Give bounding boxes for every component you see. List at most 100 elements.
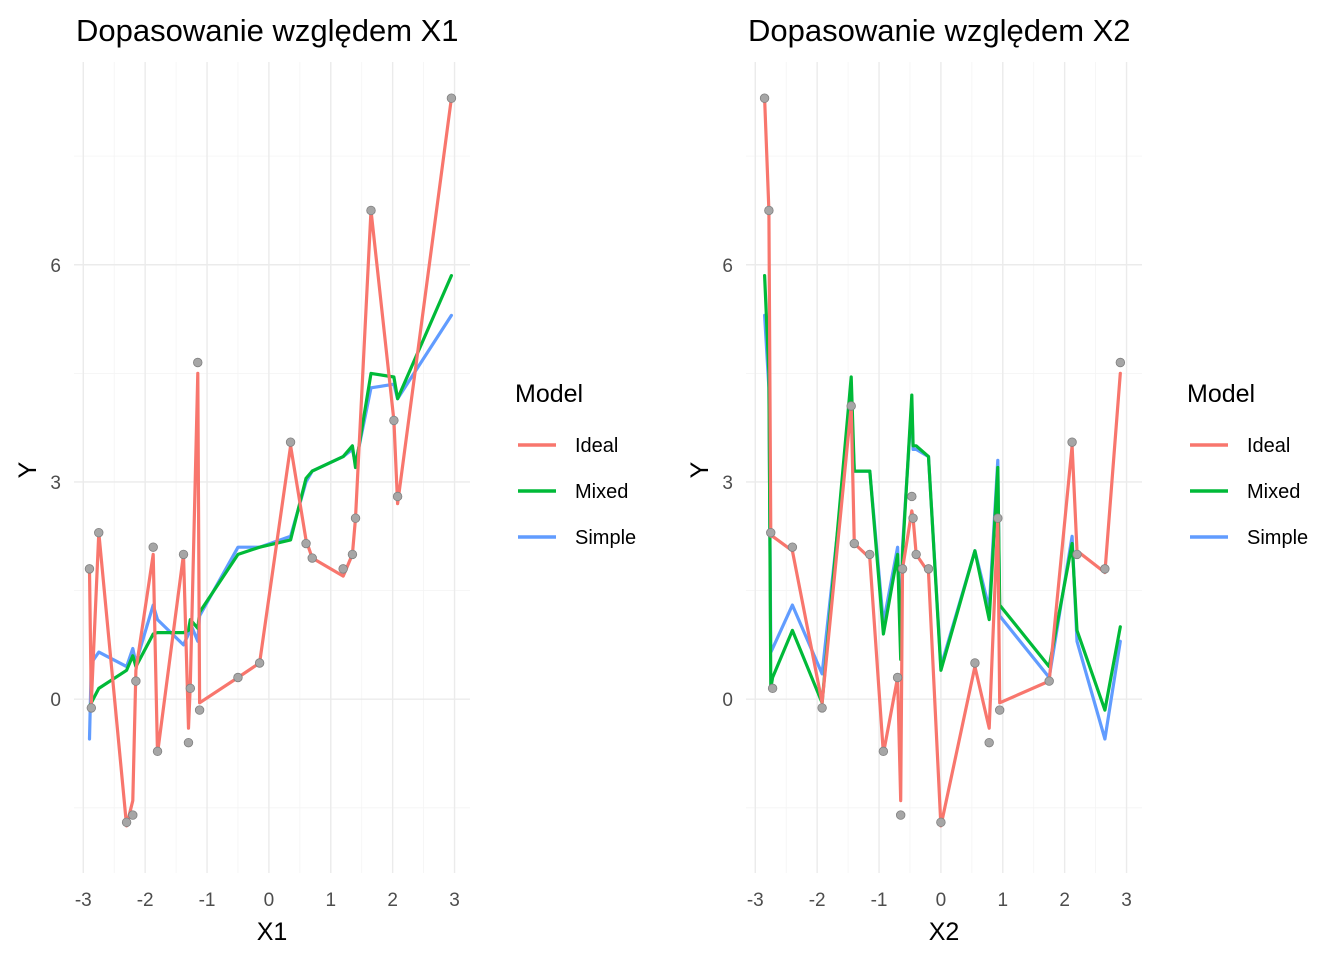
data-point [347,549,358,560]
data-point [183,737,194,748]
data-point [307,553,317,563]
data-point [185,683,196,694]
data-point [389,415,399,426]
legend-label-simple: Simple [575,527,636,549]
data-point [759,93,770,103]
data-point [1072,549,1082,560]
data-point [194,705,205,715]
legend-title: Model [515,380,583,408]
data-point [392,491,403,502]
legend-x2: Model Ideal Mixed Simple [1187,380,1308,549]
data-point [994,705,1005,715]
x-tick-label: 2 [1059,890,1070,911]
y-tick-label: 6 [50,256,61,277]
y-tick-label: 3 [50,473,61,494]
data-point [787,542,798,552]
data-point [1115,357,1126,368]
y-tick-label: 6 [722,256,733,277]
data-point [446,93,457,103]
data-point [94,527,104,538]
data-point [923,564,934,574]
data-point [767,683,778,694]
data-point [338,564,348,574]
data-point [766,527,776,538]
x-tick-label: -1 [871,890,888,911]
x-axis-title-x2: X2 [929,918,960,946]
y-axis-ticks-x2: 0 3 6 [722,256,733,711]
data-point [764,205,774,216]
x-tick-label: -3 [747,890,764,911]
data-point [911,549,921,560]
data-point [895,810,906,820]
x-axis-ticks-x1: -3 -2 -1 0 1 2 3 [75,890,460,911]
data-point [233,672,243,683]
data-point [1067,437,1077,447]
observed-points-x1 [84,93,457,828]
panel-x1: Dopasowanie względem X1 -3 -2 -1 0 1 2 3 0 3 6 X… [14,13,470,946]
x-tick-label: 0 [936,890,947,911]
x-tick-label: -3 [75,890,92,911]
data-point [152,746,163,757]
x-tick-label: 1 [997,890,1008,911]
legend-x1: Model Ideal Mixed Simple [515,380,636,549]
legend-title: Model [1187,380,1255,408]
x-axis-ticks-x2: -3 -2 -1 0 1 2 3 [747,890,1132,911]
legend-label-mixed: Mixed [575,481,628,503]
series-line-simple [87,313,453,741]
data-point [865,549,875,560]
data-point [285,437,296,447]
x-tick-label: 0 [264,890,275,911]
series-lines-x1 [87,96,453,828]
data-point [128,810,138,820]
data-point [993,513,1003,523]
legend-label-mixed: Mixed [1247,481,1300,503]
gridlines-x2 [746,62,1142,873]
data-point [892,672,903,683]
x-tick-label: 1 [325,890,336,911]
data-point [984,737,994,748]
x-tick-label: -1 [199,890,216,911]
y-tick-label: 0 [722,690,733,711]
data-point [121,817,132,828]
data-point [301,538,311,549]
data-point [84,564,95,574]
plot-title-x1: Dopasowanie względem X1 [76,13,459,48]
data-point [846,401,856,411]
x-tick-label: 2 [387,890,398,911]
series-line-ideal [763,96,1122,828]
data-point [878,746,889,757]
plot-title-x2: Dopasowanie względem X2 [748,13,1131,48]
x-tick-label: -2 [809,890,826,911]
observed-points-x2 [759,93,1126,828]
legend-label-simple: Simple [1247,527,1308,549]
data-point [1100,564,1110,574]
y-axis-title-x1: Y [14,461,42,478]
x-tick-label: 3 [1121,890,1132,911]
y-axis-title-x2: Y [686,461,714,478]
panel-x2: Dopasowanie względem X2 -3 -2 -1 0 1 2 3 0 3 6 X… [686,13,1142,946]
data-point [908,513,918,523]
data-point [817,703,827,713]
data-point [1044,676,1054,686]
data-point [131,676,141,686]
x-tick-label: 3 [449,890,460,911]
gridlines-x1 [74,62,470,873]
data-point [178,549,189,560]
y-tick-label: 3 [722,473,733,494]
series-line-mixed [763,274,1122,712]
legend-label-ideal: Ideal [575,435,618,457]
data-point [897,564,908,574]
x-axis-title-x1: X1 [257,918,288,946]
data-point [254,658,265,668]
data-point [86,703,97,713]
legend-label-ideal: Ideal [1247,435,1290,457]
data-point [849,538,859,549]
data-point [193,357,203,368]
x-tick-label: -2 [137,890,154,911]
data-point [350,513,361,523]
series-lines-x2 [763,96,1122,828]
data-point [148,542,158,552]
data-point [936,817,946,828]
data-point [970,658,980,668]
